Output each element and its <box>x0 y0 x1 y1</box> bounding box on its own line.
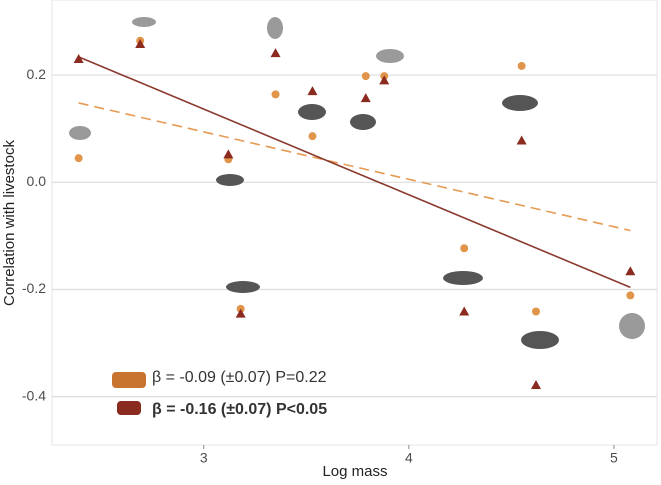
y-tick-label: -0.4 <box>22 387 46 403</box>
goat-icon <box>117 401 141 415</box>
point <box>307 86 318 96</box>
point <box>532 307 540 316</box>
point <box>271 90 280 99</box>
point <box>361 72 370 81</box>
x-tick-label: 4 <box>405 450 413 466</box>
point <box>379 75 390 85</box>
legend-icons <box>112 372 146 415</box>
x-tick-label: 3 <box>200 450 208 466</box>
grid <box>52 74 657 398</box>
cattle-icon <box>112 372 146 388</box>
trend-line <box>78 102 631 232</box>
point <box>308 132 317 141</box>
point <box>517 61 526 70</box>
point <box>360 93 371 103</box>
point <box>460 244 469 253</box>
annotation: β = -0.09 (±0.07) P=0.22 <box>152 369 327 386</box>
point <box>625 266 636 276</box>
x-tick-label: 5 <box>610 450 618 466</box>
y-tick-label: 0.0 <box>27 173 47 189</box>
point <box>135 38 146 48</box>
point <box>73 53 84 63</box>
trend-line <box>78 56 631 289</box>
point <box>531 379 541 389</box>
y-axis-title: Correlation with livestock <box>1 140 18 306</box>
point <box>235 308 246 318</box>
plot-panel <box>51 0 658 446</box>
point <box>459 306 470 316</box>
point <box>516 135 527 145</box>
point <box>626 291 635 300</box>
point <box>74 154 83 163</box>
annotation: β = -0.16 (±0.07) P<0.05 <box>152 401 327 418</box>
point <box>270 48 281 58</box>
silhouettes <box>69 17 645 349</box>
point <box>223 149 234 159</box>
y-tick-label: 0.2 <box>27 66 47 82</box>
y-tick-label: -0.2 <box>22 280 46 296</box>
x-axis-title: Log mass <box>322 463 387 480</box>
